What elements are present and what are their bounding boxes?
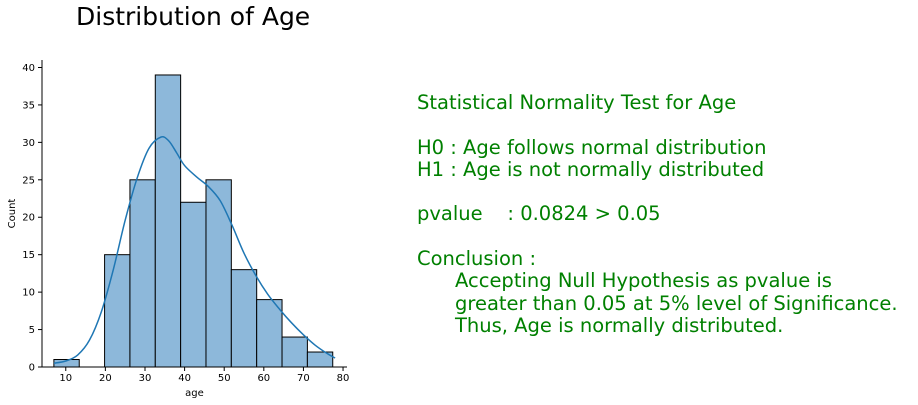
x-tick-label: 20 bbox=[99, 373, 112, 384]
y-tick-label: 30 bbox=[22, 138, 35, 149]
null-hypothesis: H0 : Age follows normal distribution bbox=[417, 135, 767, 159]
x-tick-label: 30 bbox=[139, 373, 152, 384]
x-tick-label: 50 bbox=[218, 373, 231, 384]
y-axis-label: Count bbox=[7, 199, 18, 229]
x-tick-label: 80 bbox=[337, 373, 350, 384]
chart-title: Distribution of Age bbox=[76, 2, 311, 31]
x-tick-label: 10 bbox=[59, 373, 72, 384]
conclusion-label: Conclusion : bbox=[417, 247, 537, 271]
histogram-bar bbox=[281, 336, 308, 368]
y-tick-label: 25 bbox=[22, 175, 35, 186]
conclusion-line: Accepting Null Hypothesis as pvalue is bbox=[455, 269, 832, 293]
kde-curve bbox=[53, 136, 336, 364]
conclusion-line: Thus, Age is normally distributed. bbox=[455, 313, 784, 337]
y-tick-label: 10 bbox=[22, 288, 35, 299]
y-tick-label: 35 bbox=[22, 100, 35, 111]
histogram-bar bbox=[154, 74, 182, 368]
histogram-bar bbox=[205, 179, 232, 368]
y-tick-label: 15 bbox=[22, 250, 35, 261]
alternative-hypothesis: H1 : Age is not normally distributed bbox=[417, 157, 765, 181]
histogram-bar bbox=[256, 299, 283, 368]
histogram-bar bbox=[129, 179, 156, 368]
conclusion-line: greater than 0.05 at 5% level of Signifi… bbox=[455, 291, 898, 315]
x-tick-label: 60 bbox=[257, 373, 270, 384]
y-tick-label: 0 bbox=[29, 363, 35, 374]
x-tick-label: 70 bbox=[297, 373, 310, 384]
x-tick-label: 40 bbox=[178, 373, 191, 384]
histogram-bar bbox=[230, 269, 258, 368]
normality-test-panel: Statistical Normality Test for Age H0 : … bbox=[417, 91, 898, 337]
pvalue-result: pvalue : 0.0824 > 0.05 bbox=[417, 202, 661, 226]
y-tick-label: 20 bbox=[22, 213, 35, 224]
histogram-chart: 0 5 10 15 20 25 30 35 40 10 20 30 40 50 60 70 80 age Count bbox=[7, 60, 350, 399]
x-axis-label: age bbox=[185, 388, 204, 399]
y-tick-label: 5 bbox=[29, 325, 35, 336]
y-tick-label: 40 bbox=[22, 63, 35, 74]
histogram-bar bbox=[180, 201, 207, 368]
histogram-bar bbox=[104, 254, 131, 368]
test-heading: Statistical Normality Test for Age bbox=[417, 91, 737, 114]
